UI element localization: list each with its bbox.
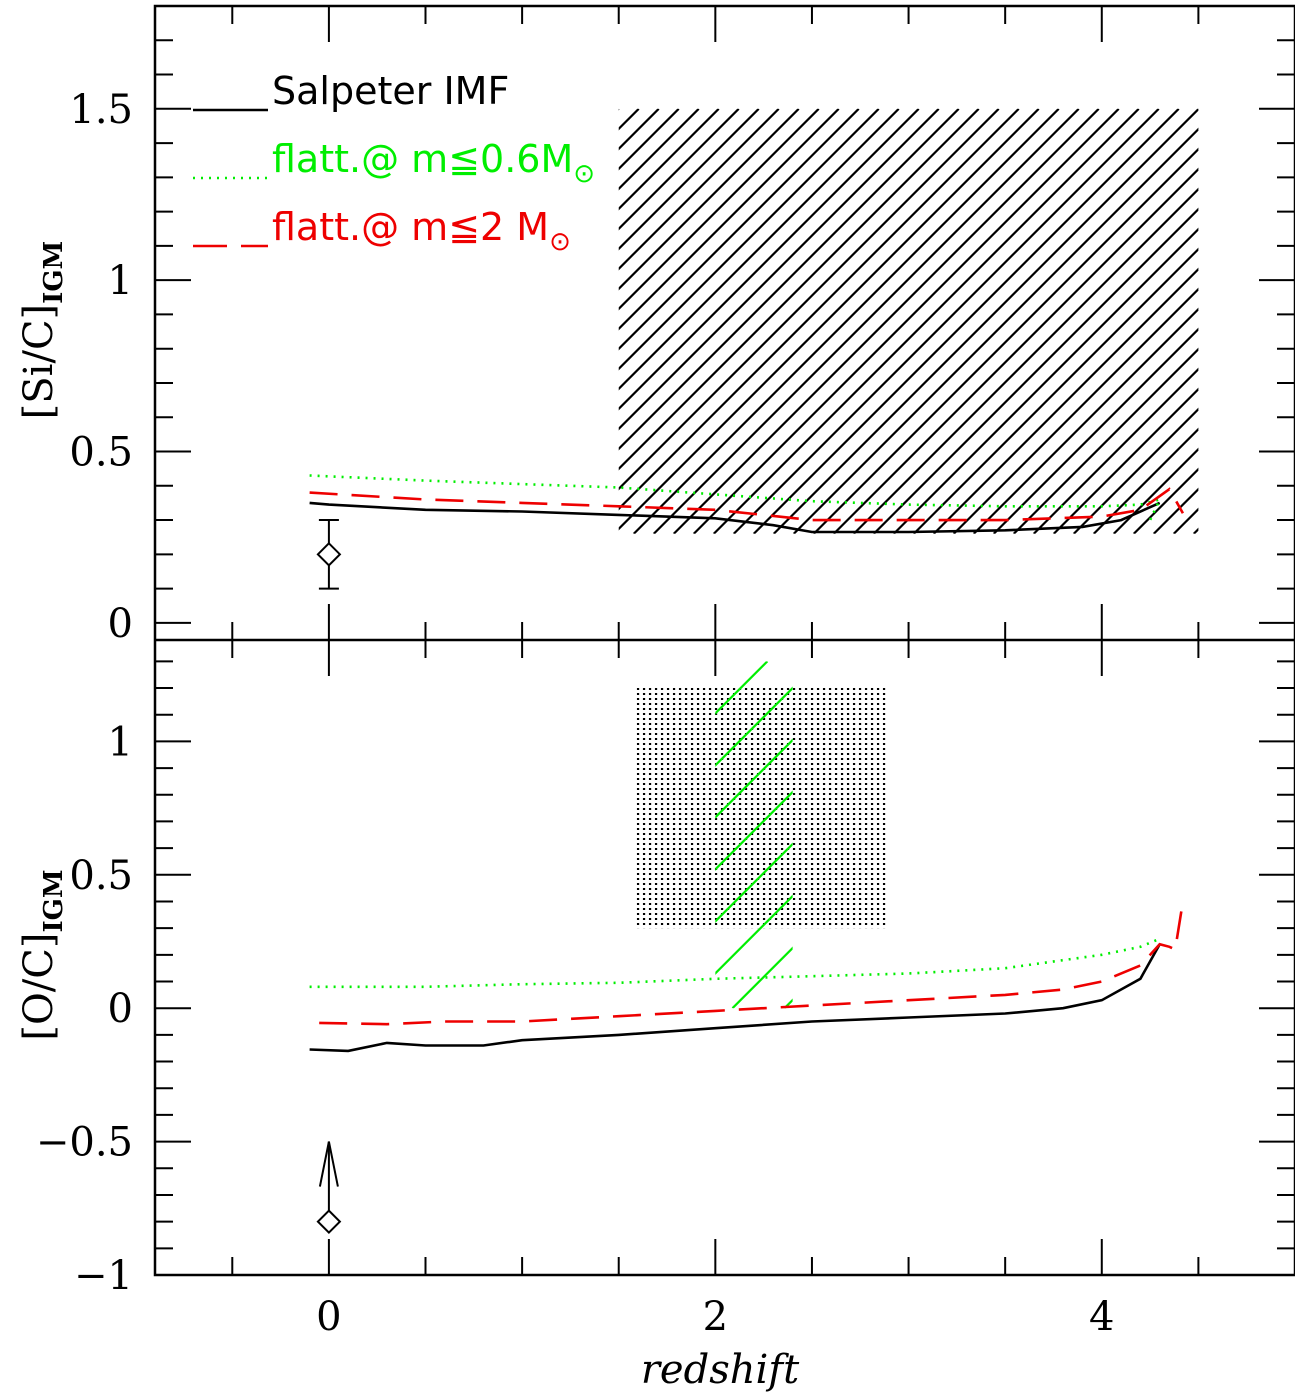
top-region-hatch-line [632, 108, 1060, 534]
legend-label-text-1: flatt.@ m≦0.6M [272, 137, 573, 181]
top-region-hatch-line [1052, 387, 1199, 534]
bottom-ytick-label: 0 [108, 986, 133, 1032]
bottom-region-0 [636, 688, 886, 929]
top-region-hatch-line [652, 108, 1080, 534]
top-region-hatch-line [618, 108, 780, 271]
legend-label-text-0: Salpeter IMF [272, 69, 509, 113]
bottom-series-1-line [309, 937, 1161, 989]
top-region-hatch-line [932, 267, 1199, 534]
top-region-hatch-line [1032, 367, 1199, 534]
legend-label-0: Salpeter IMF [272, 69, 509, 113]
top-region-hatch-line [912, 247, 1199, 534]
top-region-hatch-line [972, 307, 1199, 534]
top-region-hatch-line [618, 108, 1000, 491]
top-series-2-line [309, 487, 1185, 522]
bottom-series-0-line [309, 943, 1161, 1053]
bottom-region-1 [715, 661, 1183, 1009]
top-region-hatch-line [1072, 407, 1199, 534]
bottom-ytick-label: 1 [108, 719, 133, 765]
top-region-0 [618, 108, 1295, 534]
top-region-hatch-line [618, 108, 940, 431]
top-region-hatch-line [872, 207, 1199, 534]
top-region-hatch-line [892, 227, 1199, 534]
bottom-y-axis-title: [O/C]IGM [16, 869, 69, 1040]
top-region-hatch-line [692, 108, 1120, 534]
top-region-hatch-line [618, 108, 720, 211]
top-region-hatch-line [752, 108, 1180, 534]
top-region-hatch-line [618, 108, 960, 451]
bottom-ytick-label: −1 [74, 1253, 133, 1299]
x-axis: 0 2 4 [316, 1294, 1114, 1340]
top-y-axis-title-sub: IGM [39, 241, 69, 304]
xtick-label: 0 [316, 1294, 341, 1340]
top-y-axis-title-main: [Si/C] [16, 304, 62, 420]
top-region-hatch-line [618, 108, 800, 291]
top-region-hatch-line [618, 108, 1020, 511]
top-region-hatch-line [618, 108, 920, 411]
bottom-region-hatch-line [731, 946, 793, 1009]
top-region-hatch-line [952, 287, 1199, 534]
top-region-hatch-line [1214, 109, 1295, 534]
top-region-hatch-line [1172, 507, 1199, 534]
top-region-hatch-line [852, 187, 1199, 534]
bottom-series-2-line [319, 901, 1185, 1026]
bottom-panel: −1 −0.5 0 0.5 1 [36, 640, 1295, 1299]
top-series-0-line [309, 501, 1161, 534]
legend-label-sun-symbol-2: ⊙ [549, 227, 571, 257]
bottom-region-hatch-line [715, 661, 717, 663]
xtick-label: 4 [1089, 1294, 1114, 1340]
top-ytick-label: 1 [108, 258, 133, 304]
bottom-region-hatch-line [836, 661, 1183, 1008]
x-axis-title: redshift [641, 1347, 800, 1393]
bottom-ytick-label: 0.5 [69, 853, 133, 899]
top-region-hatch-line [792, 127, 1199, 534]
bottom-region-hatch-line [715, 790, 793, 871]
top-region-hatch-line [618, 108, 980, 471]
top-region-hatch-line [812, 147, 1199, 534]
top-region-hatch-line [1012, 347, 1199, 534]
bottom-region-hatch-line [715, 894, 793, 975]
top-region-hatch-line [618, 108, 1040, 531]
bottom-ytick-label: −0.5 [36, 1120, 133, 1166]
top-region-hatch-line [618, 108, 860, 351]
top-point-diamond [316, 541, 342, 567]
top-region-hatch-line [1112, 447, 1199, 534]
bottom-point-diamond [316, 1209, 342, 1235]
legend-label-2: flatt.@ m≦2 M⊙ [272, 205, 571, 257]
legend-label-text-2: flatt.@ m≦2 M [272, 205, 549, 249]
bottom-y-axis-title-main: [O/C] [16, 933, 62, 1041]
top-region-hatch-line [618, 108, 900, 391]
legend-label-sun-symbol-1: ⊙ [573, 159, 595, 189]
top-region-hatch-line [618, 108, 740, 231]
top-ytick-label: 0.5 [69, 430, 133, 476]
top-y-axis-title: [Si/C]IGM [16, 241, 69, 420]
top-region-hatch-line [992, 327, 1199, 534]
top-region-hatch-line [1192, 527, 1199, 534]
bottom-y-axis-title-sub: IGM [39, 869, 69, 932]
top-region-hatch-line [712, 108, 1140, 534]
top-region-hatch-line [732, 108, 1160, 534]
top-region-hatch-line [618, 108, 840, 331]
top-region-hatch-line [772, 108, 1199, 534]
top-ytick-label: 1.5 [69, 87, 133, 133]
plot-frame [153, 4, 1295, 1277]
top-region-hatch-line [832, 167, 1199, 534]
top-region-hatch-line [672, 108, 1100, 534]
top-panel: 0 0.5 1 1.5 [69, 6, 1295, 647]
bottom-point-limit-arrow-head [318, 1141, 339, 1187]
top-ytick-label: 0 [108, 601, 133, 647]
top-region-hatch-line [1092, 427, 1199, 534]
legend-label-1: flatt.@ m≦0.6M⊙ [272, 137, 595, 189]
top-region-hatch-line [618, 108, 700, 191]
bottom-region-hatch-line [715, 686, 793, 767]
top-region-hatch-line [618, 108, 760, 251]
xtick-label: 2 [703, 1294, 728, 1340]
top-region-hatch-line [618, 108, 880, 371]
top-region-hatch-line [618, 108, 820, 311]
